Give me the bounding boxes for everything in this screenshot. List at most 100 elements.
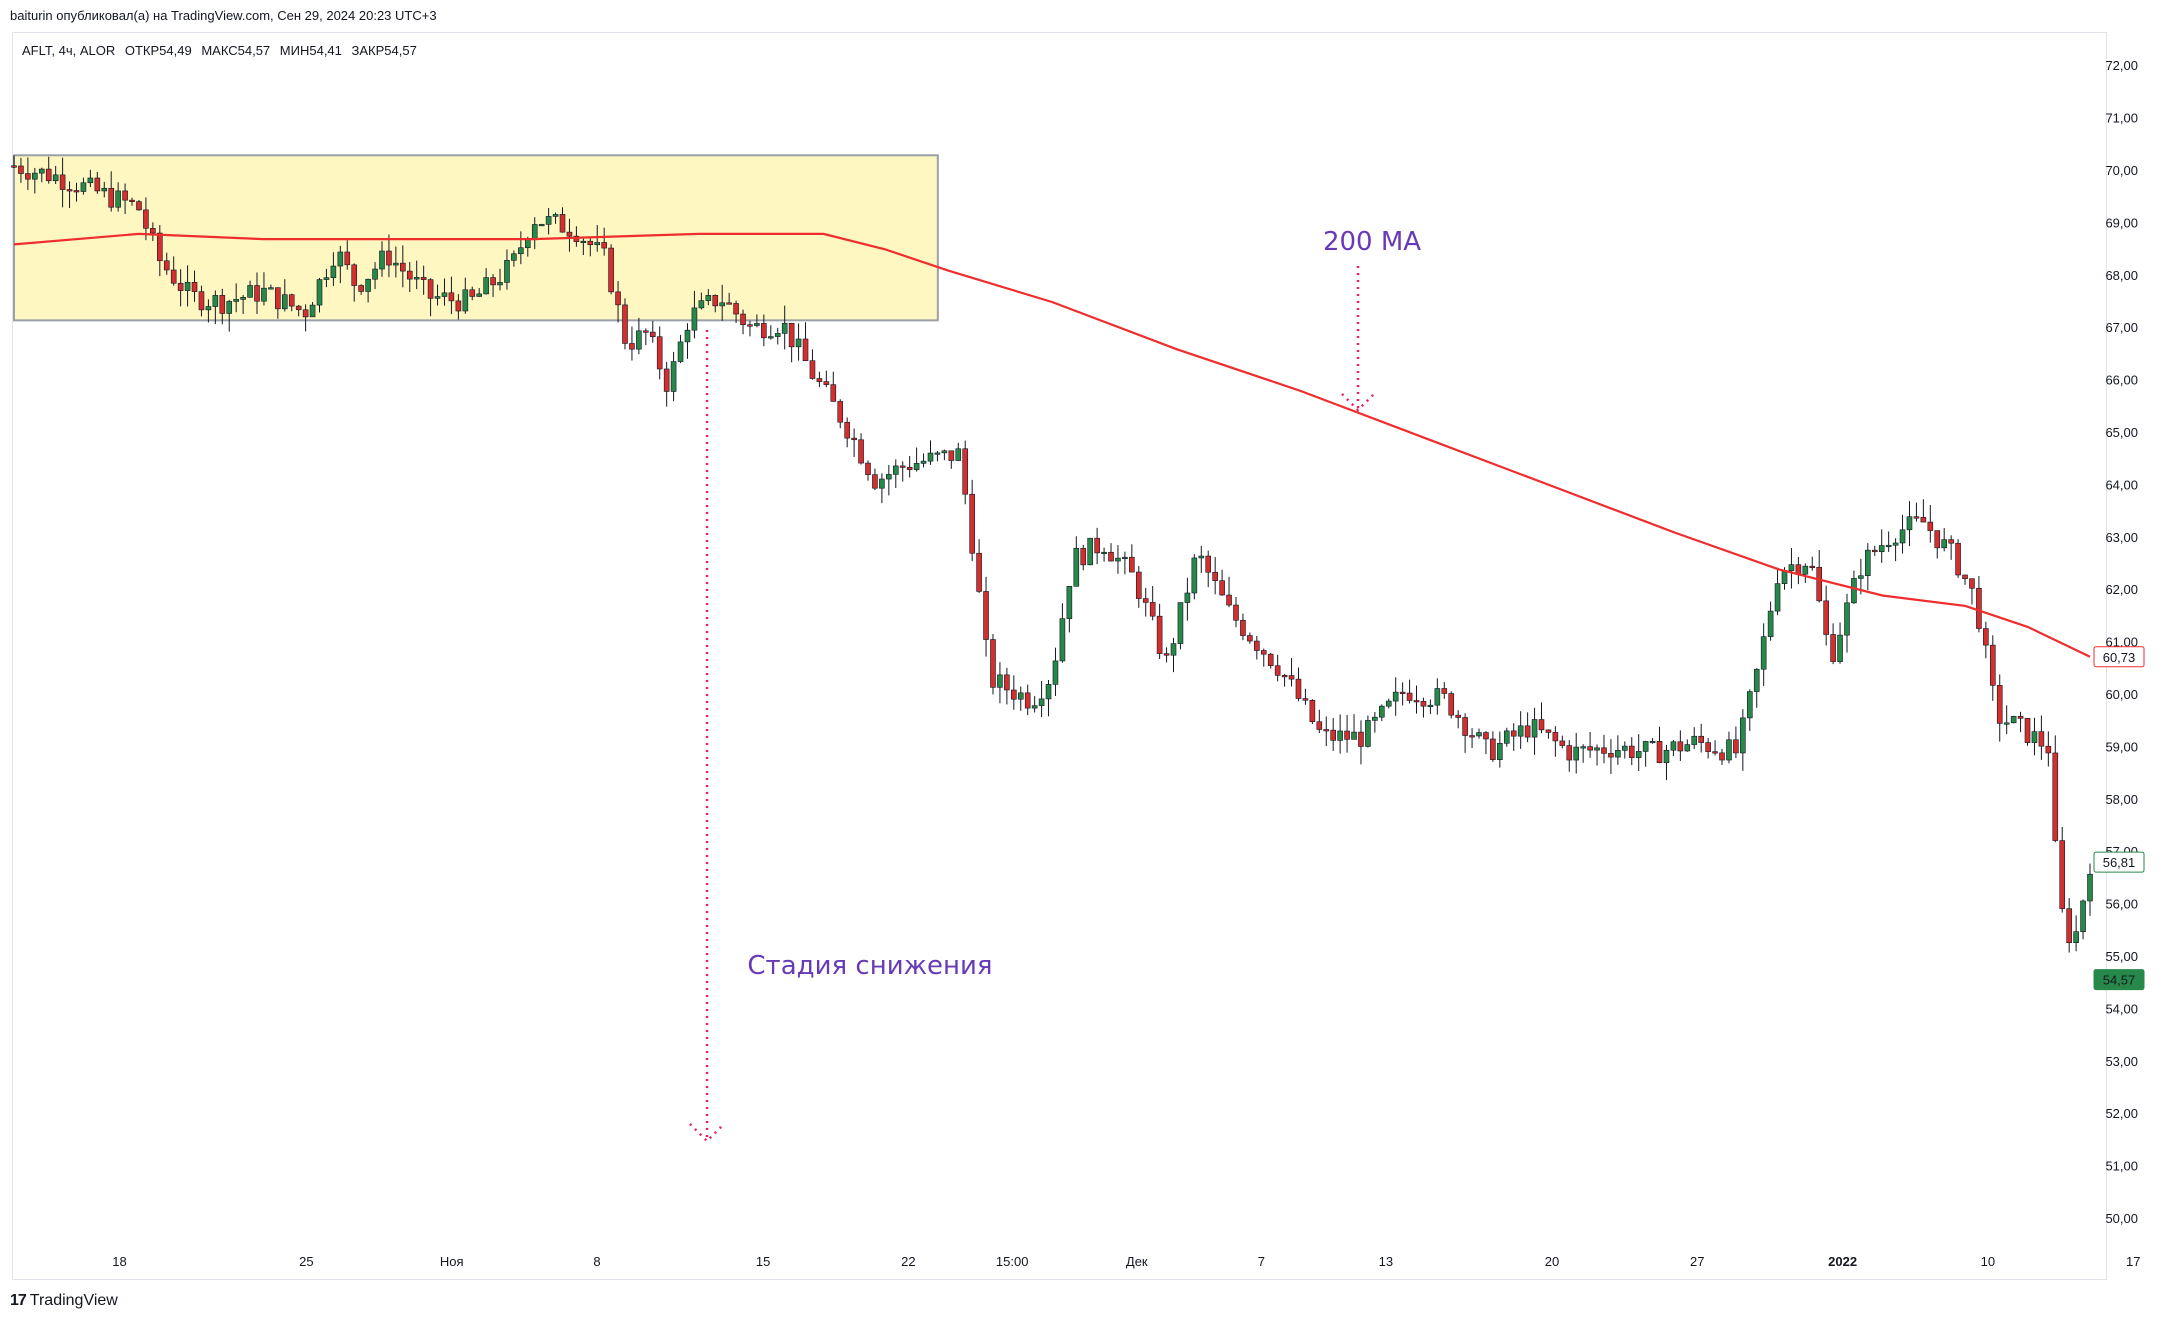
candle — [837, 399, 844, 429]
candle — [1934, 530, 1941, 559]
x-tick-label: 20 — [1545, 1254, 1559, 1269]
y-tick-label: 65,00 — [2105, 425, 2138, 440]
decline-stage-label[interactable]: Стадия снижения — [747, 951, 992, 981]
candle — [2052, 735, 2059, 843]
candle — [115, 182, 121, 212]
candle — [2080, 899, 2086, 940]
candle — [552, 212, 559, 224]
candle — [309, 302, 316, 318]
candle — [337, 245, 344, 284]
candle — [483, 268, 489, 295]
candle — [761, 314, 767, 347]
candle — [2024, 718, 2031, 746]
candle — [1177, 602, 1184, 650]
candle — [66, 181, 73, 209]
candle — [2073, 915, 2079, 952]
candle — [969, 479, 975, 562]
candle — [1462, 713, 1468, 753]
candle — [1670, 739, 1677, 757]
candle — [1219, 569, 1225, 596]
candle — [934, 450, 941, 462]
candle — [768, 325, 774, 340]
y-tick-label: 66,00 — [2105, 373, 2138, 388]
candle — [781, 305, 788, 350]
y-tick-label: 50,00 — [2105, 1211, 2138, 1226]
candle — [684, 323, 691, 359]
candle — [108, 171, 115, 212]
candle — [73, 182, 80, 202]
candle — [1323, 716, 1330, 747]
candle — [740, 309, 746, 335]
ma200-label[interactable]: 200 MA — [1323, 227, 1421, 257]
candle — [2010, 715, 2017, 724]
candle — [698, 292, 705, 310]
candle — [1955, 539, 1961, 578]
legend-symbol[interactable]: AFLT, 4ч, ALOR — [22, 43, 116, 58]
candle — [1309, 699, 1316, 725]
candle — [518, 231, 524, 265]
candle — [594, 225, 601, 252]
candle — [247, 280, 253, 298]
candle — [1871, 545, 1878, 556]
candle — [316, 277, 323, 313]
candle — [892, 459, 899, 488]
candle — [420, 265, 427, 295]
candle — [163, 252, 170, 275]
candle — [1399, 682, 1406, 706]
candle — [844, 417, 850, 448]
candle — [1517, 711, 1524, 749]
candle — [490, 274, 496, 297]
candle — [830, 371, 837, 402]
x-tick-label: 22 — [901, 1254, 915, 1269]
candle — [788, 322, 795, 363]
candle — [413, 260, 420, 290]
candle — [240, 295, 246, 314]
y-tick-label: 54,00 — [2105, 1001, 2138, 1016]
x-tick-label: 25 — [299, 1254, 313, 1269]
candle — [1226, 576, 1232, 608]
candle — [1073, 536, 1080, 587]
candle — [219, 288, 226, 325]
candle — [899, 461, 906, 482]
candle — [295, 304, 302, 317]
candle — [434, 284, 441, 306]
candle — [1351, 714, 1357, 740]
candle — [1566, 740, 1573, 772]
candle — [1656, 726, 1663, 764]
ma200-arrowhead — [1341, 393, 1375, 412]
tradingview-watermark[interactable]: 17 TradingView — [10, 1292, 118, 1310]
candle — [1594, 744, 1600, 766]
candle — [663, 361, 670, 407]
candle — [1135, 566, 1142, 608]
candle — [587, 236, 594, 257]
candle — [1788, 548, 1795, 589]
y-tick-label: 69,00 — [2105, 215, 2138, 230]
candle — [1712, 740, 1718, 756]
candle — [1996, 674, 2003, 742]
candle — [1740, 709, 1746, 771]
candle — [1427, 699, 1434, 715]
candle — [1524, 712, 1531, 743]
candle — [1017, 686, 1024, 711]
ma200-line[interactable] — [13, 232, 2091, 658]
candle — [2066, 897, 2072, 953]
candle — [1538, 702, 1545, 734]
watermark-label: TradingView — [29, 1292, 118, 1309]
candle — [1448, 691, 1455, 719]
candle — [448, 276, 455, 315]
candle — [1031, 696, 1038, 713]
candle — [851, 428, 857, 458]
candle — [2003, 705, 2010, 735]
candle — [1774, 567, 1781, 616]
candle — [1288, 658, 1295, 687]
range-rect[interactable] — [13, 154, 939, 322]
candle — [184, 265, 191, 307]
candle — [1233, 596, 1239, 628]
candle — [1906, 501, 1913, 547]
candle — [427, 278, 434, 317]
candle — [1385, 698, 1392, 709]
candle — [747, 320, 753, 337]
candle — [358, 284, 364, 295]
candle — [1024, 684, 1031, 716]
